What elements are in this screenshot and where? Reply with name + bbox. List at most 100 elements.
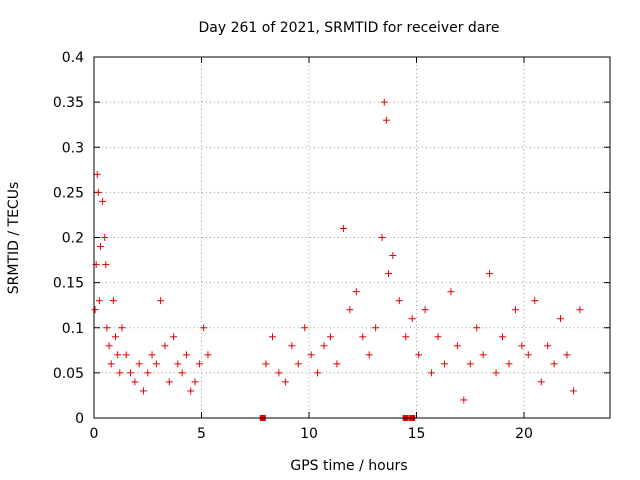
data-point [112, 333, 119, 341]
x-tick-label: 15 [408, 426, 426, 442]
data-point [557, 315, 565, 323]
data-point [378, 234, 386, 241]
chart-title: Day 261 of 2021, SRMTID for receiver dar… [199, 20, 500, 36]
data-point [492, 369, 500, 377]
y-tick-label: 0.1 [62, 321, 84, 337]
data-point [116, 369, 124, 377]
data-point [453, 342, 461, 350]
data-point [352, 288, 360, 296]
data-point [101, 234, 109, 241]
data-point [195, 360, 203, 368]
data-point [170, 333, 178, 341]
data-point [380, 98, 388, 106]
data-point [365, 351, 373, 359]
data-point [204, 351, 212, 359]
data-point [440, 360, 448, 368]
data-point [135, 360, 143, 368]
data-point [152, 360, 160, 368]
data-point [122, 351, 130, 359]
y-tick-label: 0.25 [53, 185, 84, 201]
data-point [301, 324, 309, 332]
data-point [262, 360, 270, 368]
data-point [511, 306, 519, 314]
grid [94, 57, 610, 418]
data-point [346, 306, 354, 314]
data-point [161, 342, 169, 350]
data-point [544, 342, 552, 350]
data-point [107, 360, 115, 368]
axis-ticks: 0 0.05 0.1 0.15 0.2 0.25 0.3 0.35 0.4 0 5 10 15 20 [53, 50, 610, 442]
data-point [174, 360, 182, 368]
data-point [314, 369, 322, 377]
data-point [537, 378, 545, 386]
data-point [281, 378, 289, 386]
data-point [339, 224, 347, 232]
data-point [182, 351, 190, 359]
data-point [268, 333, 276, 341]
data-point [524, 351, 532, 359]
data-point [148, 351, 156, 359]
y-tick-label: 0.2 [62, 231, 84, 247]
data-point [434, 333, 442, 341]
x-tick-label: 5 [197, 426, 206, 442]
data-point [187, 387, 195, 395]
data-point [576, 306, 584, 314]
x-axis-label: GPS time / hours [290, 458, 407, 474]
data-point [389, 252, 397, 260]
data-point [499, 333, 506, 341]
data-point [415, 351, 423, 359]
data-point [320, 342, 328, 350]
data-point [359, 333, 367, 341]
data-point [275, 369, 283, 377]
data-point [114, 351, 122, 359]
data-point [294, 360, 302, 368]
data-point [200, 324, 208, 332]
data-point [479, 351, 487, 359]
data-point [144, 369, 152, 377]
data-point [333, 360, 341, 368]
data-point [550, 360, 558, 368]
y-tick-label: 0.35 [53, 95, 84, 111]
data-point [327, 333, 334, 341]
data-point [93, 170, 101, 178]
data-point [165, 378, 173, 386]
data-point [178, 369, 186, 377]
plot-frame [93, 56, 611, 419]
y-tick-label: 0.05 [53, 366, 84, 382]
data-point [408, 315, 416, 323]
y-tick-label: 0.3 [62, 140, 84, 156]
data-point [421, 306, 429, 314]
data-point [91, 306, 99, 314]
data-point [139, 387, 147, 395]
x-tick-label: 0 [90, 426, 99, 442]
data-point [372, 324, 380, 332]
data-points [91, 98, 584, 421]
data-point [131, 378, 139, 386]
data-point [460, 396, 468, 404]
data-point [569, 387, 577, 395]
y-tick-label: 0 [75, 411, 84, 427]
data-point [103, 324, 111, 332]
y-axis-label: SRMTID / TECUs [6, 182, 22, 295]
data-point [118, 324, 126, 332]
data-point [563, 351, 571, 359]
x-tick-label: 20 [515, 426, 533, 442]
data-point [102, 261, 110, 269]
data-point [402, 333, 410, 341]
data-point [382, 116, 390, 124]
data-point [109, 297, 117, 305]
x-tick-label: 10 [300, 426, 318, 442]
data-point [99, 197, 107, 205]
data-point [127, 369, 135, 377]
data-point [505, 360, 513, 368]
data-point [288, 342, 296, 350]
data-point [486, 270, 494, 278]
data-point [518, 342, 526, 350]
data-point [105, 342, 113, 350]
data-point [191, 378, 199, 386]
data-point [395, 297, 403, 305]
y-tick-label: 0.4 [62, 50, 84, 66]
data-point [157, 297, 165, 305]
